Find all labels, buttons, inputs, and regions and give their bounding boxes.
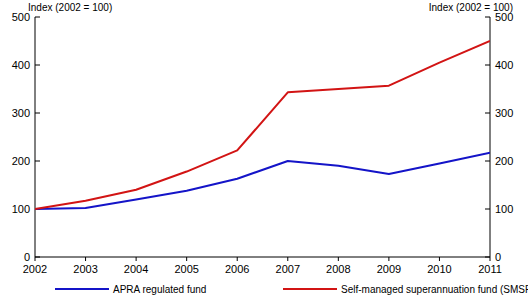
legend-label: APRA regulated fund <box>113 284 206 295</box>
x-tick <box>338 257 339 261</box>
x-tick <box>85 257 86 261</box>
y-tick <box>35 161 40 162</box>
y-tick-label: 200 <box>12 155 30 167</box>
y-tick-label-right: 300 <box>495 107 513 119</box>
y-tick-label: 0 <box>24 251 30 263</box>
x-tick <box>237 257 238 261</box>
x-tick <box>388 257 389 261</box>
y-tick-label: 400 <box>12 59 30 71</box>
y-axis-line <box>35 17 36 257</box>
x-tick-label: 2010 <box>427 263 451 275</box>
x-tick <box>287 257 288 261</box>
series-line <box>35 153 490 209</box>
x-tick-label: 2006 <box>225 263 249 275</box>
legend-swatch <box>283 288 337 290</box>
x-tick-label: 2011 <box>478 263 502 275</box>
x-tick-label: 2003 <box>73 263 97 275</box>
x-tick-label: 2002 <box>23 263 47 275</box>
y-tick <box>35 17 40 18</box>
legend-swatch <box>55 288 109 290</box>
chart-svg: Index (2002 = 100)Index (2002 = 100)0010… <box>0 0 528 300</box>
x-tick <box>136 257 137 261</box>
x-tick-label: 2004 <box>124 263 148 275</box>
x-tick <box>35 257 36 261</box>
y-tick-label-right: 400 <box>495 59 513 71</box>
legend: APRA regulated fund Self-managed superann… <box>55 284 528 295</box>
axes: 0 0 100 100 200 200 300 300 400 400 500 500 2002 2003… <box>12 11 514 275</box>
x-axis-line <box>35 257 490 258</box>
y-tick-right <box>485 257 490 258</box>
y-tick-label: 500 <box>12 11 30 23</box>
y-tick-label: 300 <box>12 107 30 119</box>
x-tick-label: 2009 <box>377 263 401 275</box>
x-tick-label: 2007 <box>276 263 300 275</box>
legend-label: Self-managed superannuation fund (SMSF) <box>341 284 528 295</box>
y-axis-label: Index (2002 = 100) <box>28 2 112 13</box>
x-tick-label: 2008 <box>326 263 350 275</box>
y-tick-label-right: 500 <box>495 11 513 23</box>
chart-container: Index (2002 = 100)Index (2002 = 100)0010… <box>0 0 528 300</box>
y-tick-right <box>485 113 490 114</box>
y-tick-right <box>485 65 490 66</box>
y-tick-label-right: 200 <box>495 155 513 167</box>
x-tick <box>439 257 440 261</box>
x-tick <box>490 257 491 261</box>
y-tick <box>35 113 40 114</box>
y-tick <box>35 65 40 66</box>
y-tick-label: 100 <box>12 203 30 215</box>
x-tick-label: 2005 <box>174 263 198 275</box>
y-tick-right <box>485 161 490 162</box>
y-tick-right <box>485 17 490 18</box>
y-axis-line-right <box>490 17 491 257</box>
y-tick-right <box>485 209 490 210</box>
series-line <box>35 41 490 209</box>
y-tick-label-right: 0 <box>495 251 501 263</box>
y-tick <box>35 257 40 258</box>
x-tick <box>186 257 187 261</box>
y-tick-label-right: 100 <box>495 203 513 215</box>
series-lines <box>35 41 490 209</box>
